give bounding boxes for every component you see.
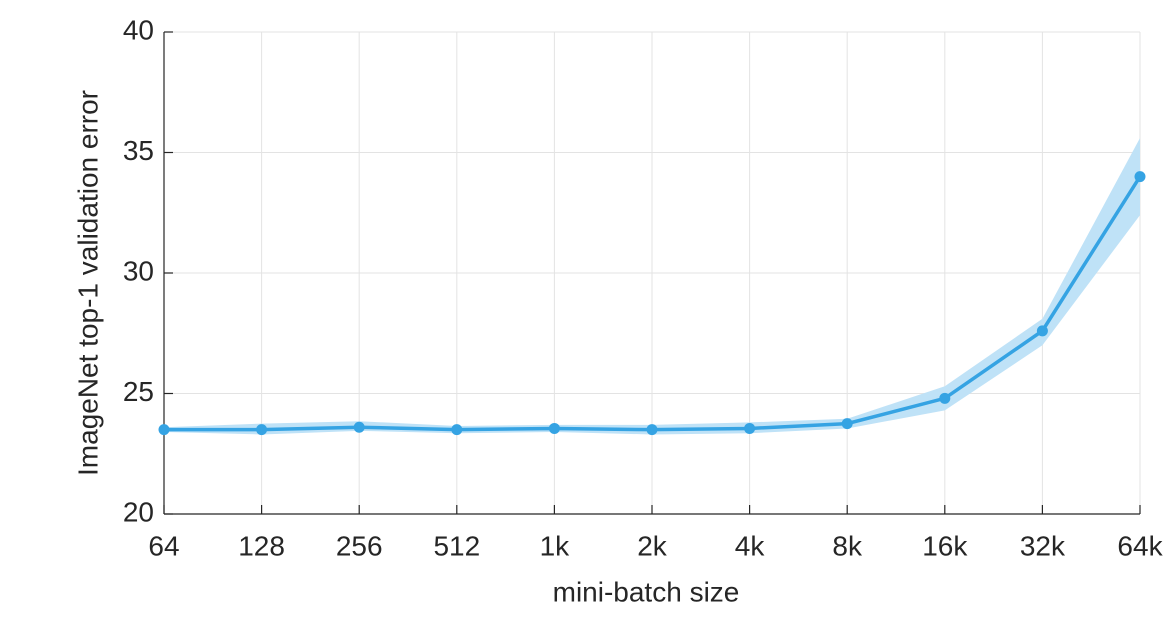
y-axis-title: ImageNet top-1 validation error — [72, 90, 103, 476]
point — [841, 418, 853, 430]
point — [353, 421, 365, 433]
x-tick-label: 4k — [735, 530, 766, 561]
x-tick-label: 128 — [238, 530, 285, 561]
x-tick-label: 8k — [832, 530, 863, 561]
x-tick-label: 16k — [922, 530, 968, 561]
point — [1036, 325, 1048, 337]
x-tick-label: 1k — [540, 530, 571, 561]
y-tick-label: 20 — [123, 496, 154, 527]
x-axis-title: mini-batch size — [553, 576, 740, 607]
y-tick-label: 40 — [123, 14, 154, 45]
point — [1134, 171, 1146, 183]
y-tick-label: 30 — [123, 255, 154, 286]
x-tick-label: 512 — [433, 530, 480, 561]
x-tick-label: 64 — [148, 530, 179, 561]
x-tick-label: 32k — [1020, 530, 1066, 561]
y-tick-label: 35 — [123, 135, 154, 166]
x-tick-label: 256 — [336, 530, 383, 561]
point — [939, 392, 951, 404]
x-tick-label: 2k — [637, 530, 668, 561]
point — [646, 424, 658, 436]
point — [256, 424, 268, 436]
point — [744, 422, 756, 434]
point — [451, 424, 463, 436]
point — [548, 422, 560, 434]
x-tick-label: 64k — [1117, 530, 1163, 561]
y-tick-label: 25 — [123, 376, 154, 407]
point — [158, 424, 170, 436]
